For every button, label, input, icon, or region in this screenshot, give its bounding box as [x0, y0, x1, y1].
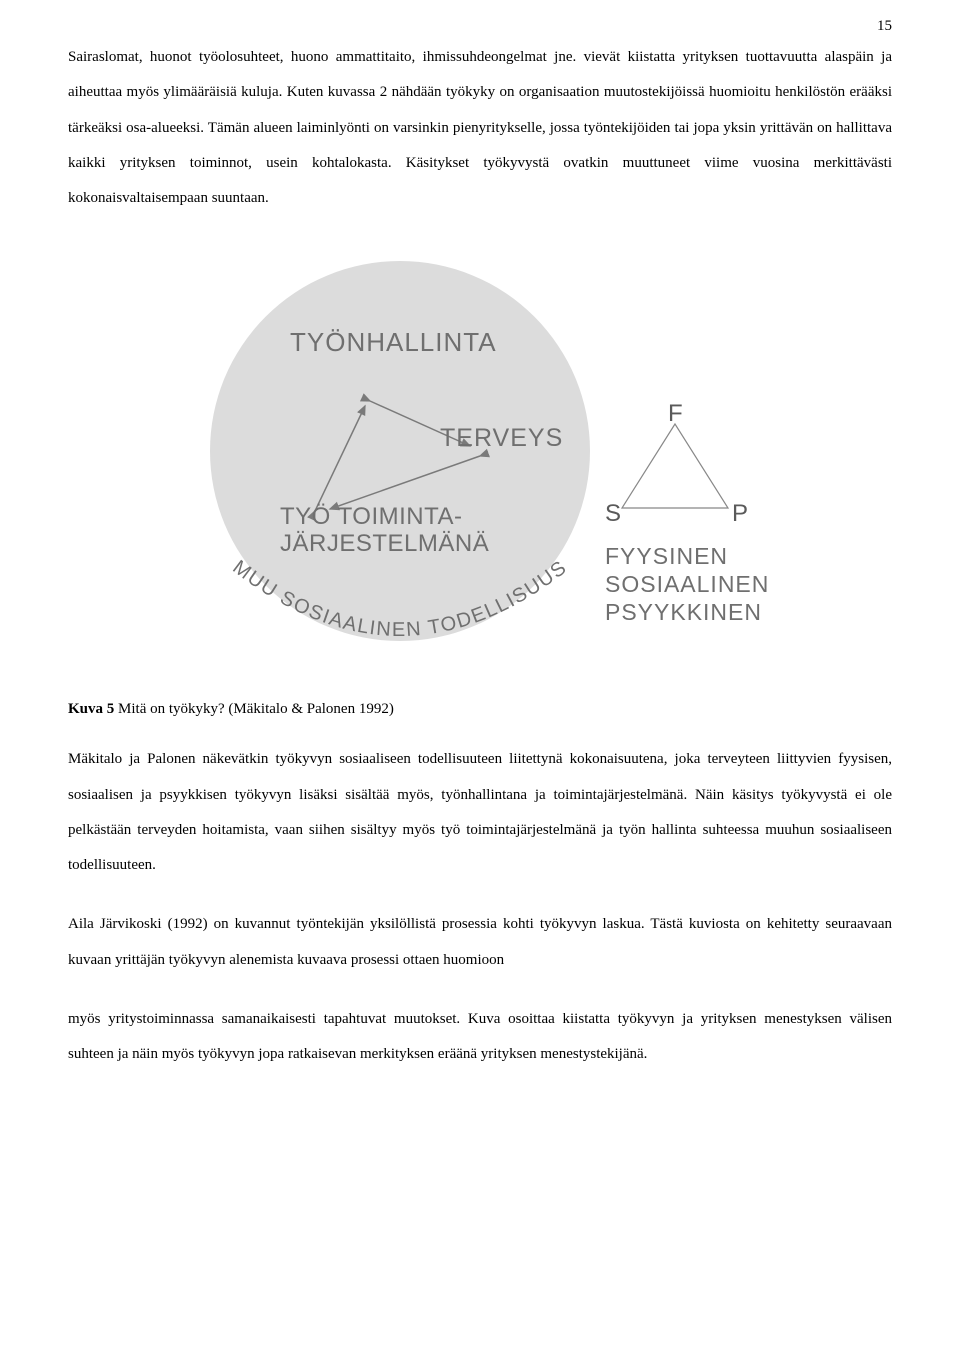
diagram-figure: TYÖNHALLINTA TERVEYS TYÖ TOIMINTA- JÄRJE… [170, 246, 790, 666]
page-number: 15 [877, 18, 892, 35]
figure-caption: Kuva 5 Mitä on työkyky? (Mäkitalo & Palo… [68, 701, 892, 718]
label-tyotoiminta-2: JÄRJESTELMÄNÄ [280, 530, 489, 557]
paragraph-4: myös yritystoiminnassa samanaikaisesti t… [68, 1002, 892, 1073]
caption-text: Mitä on työkyky? (Mäkitalo & Palonen 199… [114, 701, 394, 717]
paragraph-3: Aila Järvikoski (1992) on kuvannut työnt… [68, 907, 892, 978]
small-triangle [622, 424, 728, 508]
label-F: F [668, 400, 683, 427]
label-sosiaalinen: SOSIAALINEN [605, 571, 769, 597]
paragraph-1: Sairaslomat, huonot työolosuhteet, huono… [68, 40, 892, 216]
diagram-svg: TYÖNHALLINTA TERVEYS TYÖ TOIMINTA- JÄRJE… [170, 246, 790, 666]
caption-label: Kuva 5 [68, 701, 114, 717]
label-P: P [732, 500, 748, 527]
label-tyotoiminta-1: TYÖ TOIMINTA- [280, 503, 463, 530]
paragraph-2: Mäkitalo ja Palonen näkevätkin työkyvyn … [68, 742, 892, 883]
label-S: S [605, 500, 621, 527]
label-fyysinen: FYYSINEN [605, 543, 728, 569]
label-terveys: TERVEYS [440, 424, 563, 452]
label-psyykkinen: PSYYKKINEN [605, 599, 762, 625]
label-tyonhallinta: TYÖNHALLINTA [290, 327, 497, 357]
